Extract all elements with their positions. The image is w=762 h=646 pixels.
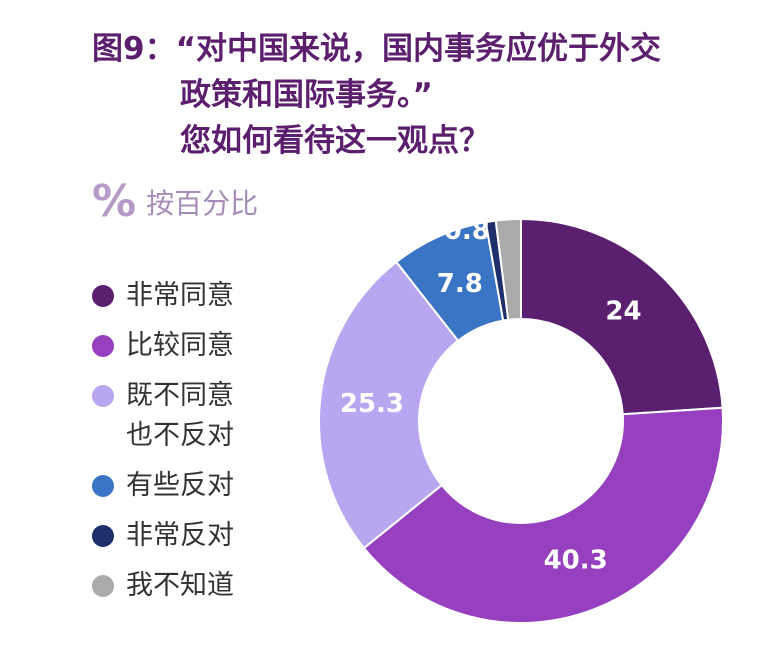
legend-label: 非常同意	[126, 280, 234, 311]
legend-label: 比较同意	[126, 330, 234, 361]
data-label-somewhat-agree: 40.3	[544, 546, 608, 576]
legend-item-somewhat-agree: 比较同意	[92, 326, 234, 366]
legend-label-line2: 也不反对	[126, 420, 234, 451]
legend-label: 有些反对	[126, 470, 234, 501]
unit-note: % 按百分比	[92, 180, 258, 224]
chart-title: 图9：“对中国来说，国内事务应优于外交 政策和国际事务。” 您如何看待这一观点？	[92, 26, 732, 164]
legend-item-strongly-disagree: 非常反对	[92, 516, 234, 556]
legend-item-strongly-agree: 非常同意	[92, 276, 234, 316]
legend-item-neutral: 既不同意 也不反对	[92, 376, 234, 456]
slice-dont-know	[494, 217, 522, 321]
legend-item-somewhat-disagree: 有些反对	[92, 466, 234, 506]
slice-strongly-agree	[520, 217, 724, 416]
data-label-somewhat-disagree: 7.8	[437, 269, 483, 299]
title-line-2: 政策和国际事务。”	[180, 77, 433, 113]
title-line-1: 图9：“对中国来说，国内事务应优于外交	[92, 31, 661, 67]
legend-swatch	[92, 475, 114, 497]
legend-item-dont-know: 我不知道	[92, 566, 234, 606]
legend: 非常同意 比较同意 既不同意 也不反对 有些反对 非常反对 我不知道	[92, 276, 234, 616]
legend-swatch	[92, 285, 114, 307]
legend-label: 既不同意	[126, 380, 234, 411]
legend-swatch	[92, 335, 114, 357]
legend-swatch	[92, 575, 114, 597]
data-label-strongly-agree: 24	[605, 297, 641, 327]
legend-label: 我不知道	[126, 570, 234, 601]
legend-label: 非常反对	[126, 520, 234, 551]
unit-label: 按百分比	[146, 187, 259, 220]
title-line-3: 您如何看待这一观点？	[180, 123, 490, 159]
slice-neutral	[318, 260, 460, 550]
percent-icon: %	[92, 176, 137, 227]
slice-somewhat-agree	[362, 406, 724, 624]
legend-swatch	[92, 385, 114, 407]
data-label-neutral: 25.3	[340, 389, 404, 419]
legend-swatch	[92, 525, 114, 547]
data-label-strongly-disagree: 0.8	[444, 216, 490, 246]
